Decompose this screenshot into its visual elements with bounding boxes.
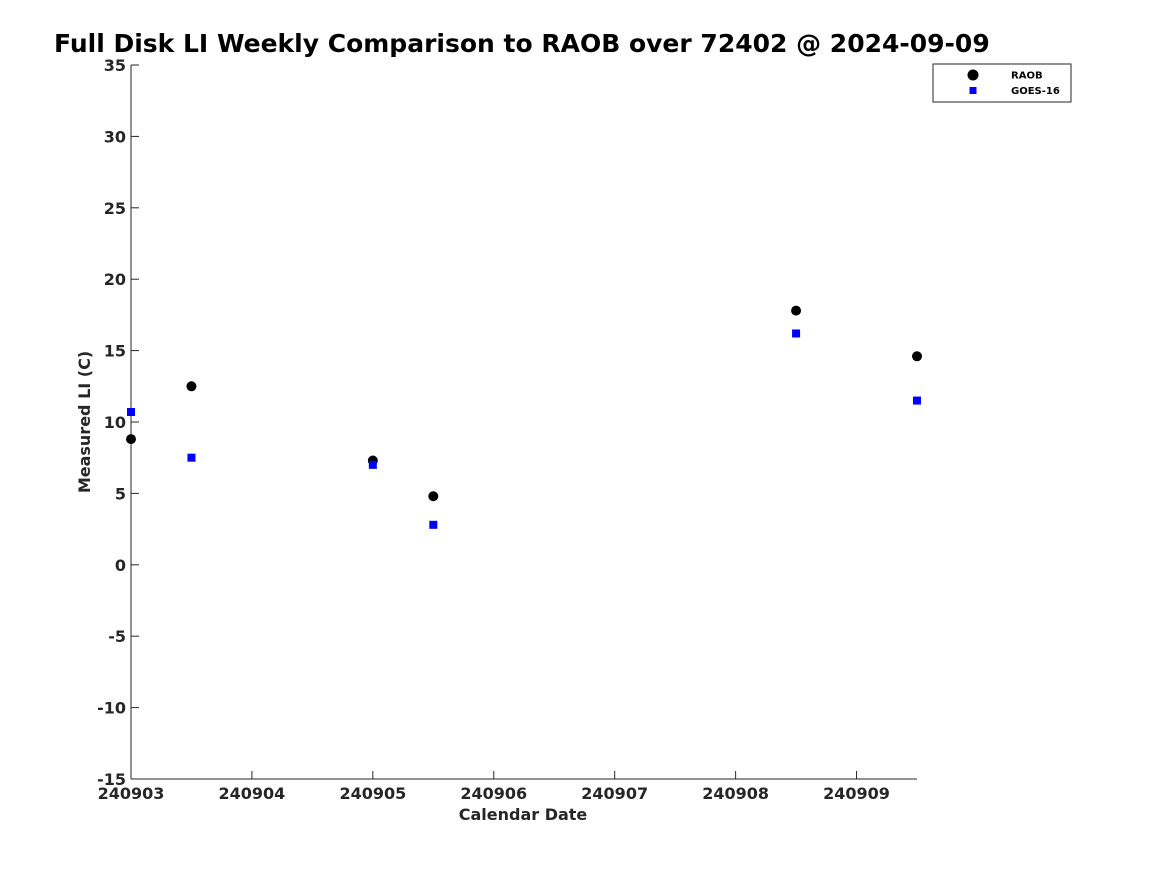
y-axis-label: Measured LI (C): [75, 351, 94, 493]
point-goes16: [913, 396, 921, 405]
y-tick-label: 35: [104, 56, 126, 75]
point-goes16: [127, 408, 135, 417]
y-tick-label: 30: [104, 127, 126, 146]
y-tick-label: 20: [104, 270, 126, 289]
point-raob: [791, 305, 802, 316]
y-tick-label: 10: [104, 413, 126, 432]
legend-box: [932, 63, 1072, 103]
point-goes16: [429, 520, 438, 529]
legend-marker-raob: [967, 69, 979, 81]
x-axis-ticks: 240903 240904 240905 240906 240907 240908 2409…: [98, 771, 890, 803]
x-tick-label: 240906: [460, 784, 527, 803]
y-tick-label: -10: [97, 699, 126, 718]
legend-label-goes16: GOES-16: [1011, 86, 1060, 97]
x-tick-label: 240905: [339, 784, 406, 803]
y-tick-label: -15: [97, 770, 126, 789]
point-raob: [428, 491, 439, 502]
data-points: [126, 305, 922, 529]
x-tick-label: 240907: [581, 784, 648, 803]
point-goes16: [368, 460, 377, 469]
point-goes16: [187, 453, 196, 462]
chart-title: Full Disk LI Weekly Comparison to RAOB o…: [54, 29, 990, 58]
legend: RAOB GOES-16: [932, 63, 1072, 103]
legend-label-raob: RAOB: [1011, 71, 1043, 82]
y-tick-label: -5: [108, 627, 126, 646]
y-tick-label: 15: [104, 342, 126, 361]
point-raob: [186, 381, 197, 392]
x-tick-label: 240904: [219, 784, 286, 803]
x-axis-label: Calendar Date: [459, 805, 588, 824]
point-raob: [126, 434, 136, 445]
x-tick-label: 240908: [702, 784, 769, 803]
point-raob: [912, 351, 922, 362]
point-goes16: [792, 329, 801, 338]
y-tick-label: 0: [115, 556, 126, 575]
x-tick-label: 240909: [823, 784, 890, 803]
y-tick-label: 5: [115, 484, 126, 503]
x-tick-label: 240903: [98, 784, 165, 803]
legend-marker-goes16: [969, 87, 977, 94]
y-axis-ticks: 35 30 25 20 15 10 5 0 -5 -10 -15: [97, 56, 139, 789]
y-tick-label: 25: [104, 199, 126, 218]
axes: [130, 65, 917, 780]
